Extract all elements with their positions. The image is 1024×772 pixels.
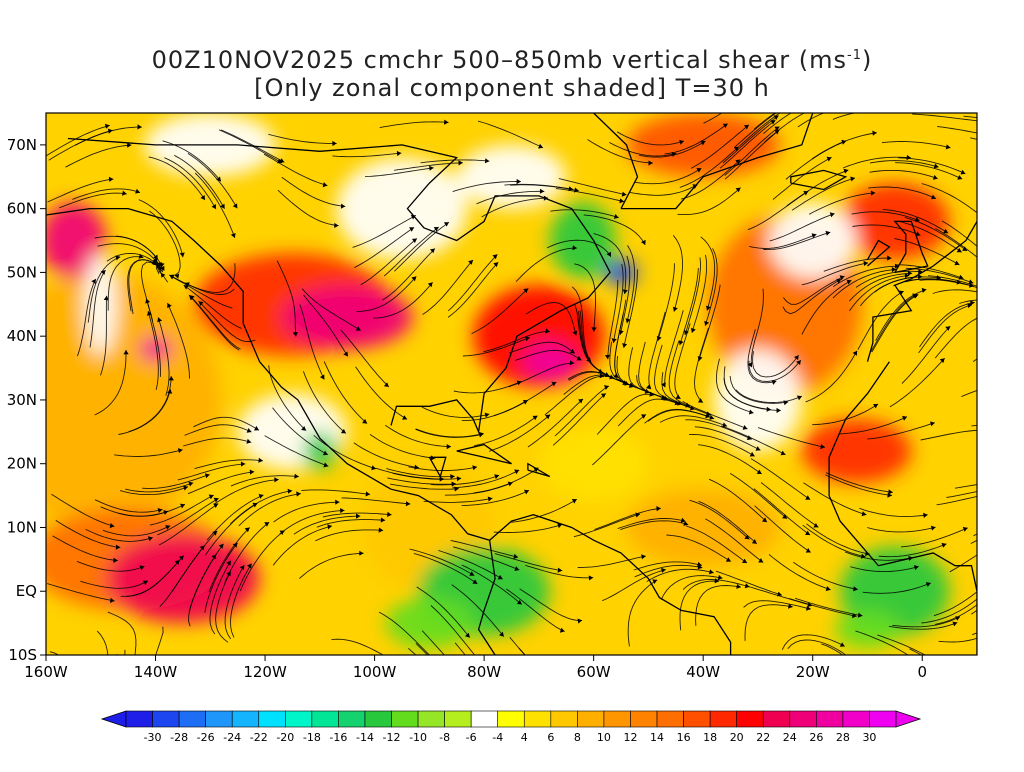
lat-tick-label: 10S <box>8 646 37 664</box>
colorbar-label: 26 <box>809 731 823 744</box>
colorbar-swatch <box>338 710 366 728</box>
lon-tick-label: 100W <box>353 663 397 681</box>
colorbar-label: -4 <box>492 731 503 744</box>
colorbar-swatch <box>762 710 791 728</box>
colorbar-swatch <box>152 710 180 728</box>
colorbar-arrow-left <box>100 710 127 728</box>
colorbar-label: -10 <box>409 731 427 744</box>
colorbar-swatch <box>444 710 472 728</box>
colorbar-label: 24 <box>783 731 797 744</box>
colorbar: -30 -28 -26 -24 -22 -20 -18 -16 -14 -12 -10 -8 -6 -4 4… <box>100 710 922 744</box>
colorbar-label: 10 <box>597 731 611 744</box>
lon-tick-label: 20W <box>796 663 830 681</box>
colorbar-swatch <box>789 710 817 728</box>
latitude-axis: 70N 60N 50N 40N 30N 20N 10N EQ 10S <box>7 136 46 664</box>
colorbar-swatch <box>311 710 339 728</box>
colorbar-swatch <box>630 710 658 728</box>
colorbar-swatch <box>577 710 605 728</box>
colorbar-swatch <box>869 710 897 728</box>
colorbar-arrow-right <box>895 710 922 728</box>
colorbar-swatch <box>816 710 844 728</box>
wind-streamlines <box>46 113 977 655</box>
colorbar-label: 18 <box>703 731 717 744</box>
lat-tick-label: 20N <box>7 455 37 473</box>
lat-tick-label: 40N <box>7 327 37 345</box>
lon-tick-label: 60W <box>577 663 611 681</box>
colorbar-label: -18 <box>303 731 321 744</box>
colorbar-swatch <box>497 710 525 728</box>
lat-tick-label: 10N <box>7 518 37 536</box>
lon-tick-label: 40W <box>686 663 720 681</box>
map-frame <box>45 112 978 656</box>
colorbar-label: -24 <box>223 731 241 744</box>
colorbar-swatch <box>231 710 260 728</box>
lon-tick-label: 160W <box>24 663 68 681</box>
chart-title-line1: 00Z10NOV2025 cmchr 500–850mb vertical sh… <box>151 46 873 74</box>
colorbar-swatch <box>709 710 737 728</box>
colorbar-label: 6 <box>547 731 554 744</box>
colorbar-label: 30 <box>862 731 876 744</box>
colorbar-label: -14 <box>356 731 374 744</box>
colorbar-swatch <box>125 710 153 728</box>
chart-title-line2: [Only zonal component shaded] T=30 h <box>254 74 770 102</box>
colorbar-swatch <box>656 710 684 728</box>
colorbar-swatch <box>364 710 392 728</box>
lat-tick-label: 60N <box>7 200 37 218</box>
colorbar-swatch <box>523 710 552 728</box>
colorbar-label: 20 <box>730 731 744 744</box>
colorbar-swatch <box>683 710 711 728</box>
shear-field-shading <box>46 113 977 655</box>
lon-tick-label: 80W <box>467 663 501 681</box>
lon-tick-label: 140W <box>134 663 178 681</box>
colorbar-swatch <box>736 710 764 728</box>
colorbar-label: -20 <box>276 731 294 744</box>
colorbar-label: -30 <box>144 731 162 744</box>
colorbar-label: 8 <box>574 731 581 744</box>
lat-tick-label: 30N <box>7 391 37 409</box>
colorbar-swatch <box>842 710 870 728</box>
colorbar-label: -22 <box>250 731 268 744</box>
colorbar-swatch <box>258 710 286 728</box>
colorbar-label: -28 <box>170 731 188 744</box>
colorbar-label: -16 <box>329 731 347 744</box>
colorbar-label: -26 <box>197 731 215 744</box>
colorbar-label: 22 <box>756 731 770 744</box>
lat-tick-label: EQ <box>16 582 37 600</box>
colorbar-label: -6 <box>466 731 477 744</box>
colorbar-label: 14 <box>650 731 664 744</box>
lon-tick-label: 0 <box>917 663 927 681</box>
coastlines <box>46 113 977 655</box>
longitude-axis: 160W 140W 120W 100W 80W 60W 40W 20W 0 <box>24 655 927 681</box>
colorbar-swatch <box>285 710 313 728</box>
colorbar-swatch <box>391 710 419 728</box>
colorbar-swatch <box>205 710 233 728</box>
colorbar-swatch <box>550 710 578 728</box>
colorbar-swatch <box>603 710 631 728</box>
colorbar-label: 4 <box>521 731 528 744</box>
colorbar-swatch <box>178 710 206 728</box>
colorbar-swatch <box>417 710 445 728</box>
colorbar-label: 28 <box>836 731 850 744</box>
lat-tick-label: 50N <box>7 263 37 281</box>
colorbar-label: -12 <box>383 731 401 744</box>
colorbar-label: -8 <box>439 731 450 744</box>
lat-tick-label: 70N <box>7 136 37 154</box>
colorbar-swatch <box>470 710 499 728</box>
lon-tick-label: 120W <box>243 663 287 681</box>
colorbar-label: 12 <box>623 731 637 744</box>
colorbar-label: 16 <box>677 731 691 744</box>
